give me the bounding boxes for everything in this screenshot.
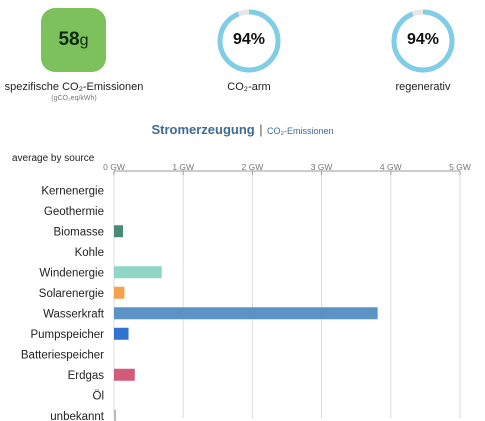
x-tick-label: 2 GW [242, 162, 264, 172]
bar [114, 409, 117, 421]
low-carbon-label: CO₂-arm [227, 81, 271, 93]
category-label: unbekannt [50, 411, 105, 421]
category-label: Pumpspeicher [30, 329, 104, 341]
emissions-tab[interactable]: CO₂-Emissionen [267, 126, 334, 136]
carbon-intensity-tile: 58g [41, 8, 106, 72]
renewable-label: regenerativ [395, 81, 451, 93]
category-label: Windenergie [39, 267, 104, 279]
category-label: Solarenergie [39, 288, 104, 300]
low-carbon-ring [217, 9, 281, 73]
carbon-intensity-value: 58g [58, 29, 89, 50]
category-label: Wasserkraft [43, 308, 105, 320]
category-label: Kohle [75, 247, 104, 259]
chart-title: Stromerzeugung | CO₂-Emissionen [0, 121, 485, 139]
category-label: Biomasse [54, 226, 105, 238]
category-label: Kernenergie [41, 185, 104, 197]
bar [114, 286, 125, 299]
low-carbon-percent: 94% [232, 31, 266, 48]
x-tick-label: 1 GW [172, 162, 194, 172]
renewable-ring [391, 9, 455, 73]
carbon-intensity-unit: (gCO₂eq/kWh) [51, 95, 97, 102]
x-tick-label: 5 GW [449, 162, 471, 172]
x-tick-label: 4 GW [380, 162, 402, 172]
bar [114, 368, 135, 381]
bar [114, 225, 123, 238]
bar [114, 327, 129, 340]
category-label: Öl [93, 390, 105, 402]
category-label: Batteriespeicher [21, 349, 104, 361]
bar [114, 266, 162, 279]
production-tab[interactable]: Stromerzeugung [151, 122, 255, 137]
bar [114, 307, 378, 320]
carbon-intensity-label: spezifische CO₂-Emissionen [4, 81, 144, 93]
renewable-percent: 94% [406, 31, 440, 48]
category-label: Erdgas [68, 370, 105, 382]
average-by-source-label: average by source [12, 153, 95, 164]
category-label: Geothermie [44, 206, 104, 218]
x-tick-label: 0 GW [103, 162, 125, 172]
production-bar-chart: 0 GW 1 GW 2 GW 3 GW 4 GW 5 GW Kernenergie Geoth… [21, 162, 471, 421]
title-separator: | [259, 122, 263, 137]
x-tick-label: 3 GW [311, 162, 333, 172]
